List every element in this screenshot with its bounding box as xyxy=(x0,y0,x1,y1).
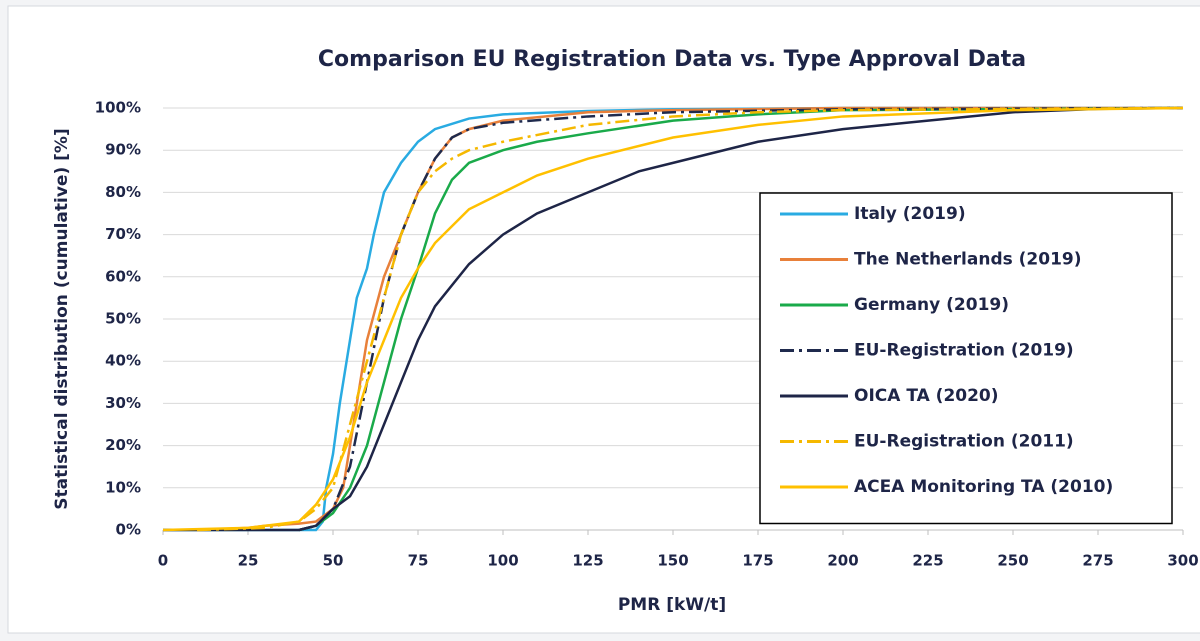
x-tick-label: 0 xyxy=(158,552,168,570)
legend-label: EU-Registration (2011) xyxy=(854,432,1074,452)
series-line xyxy=(298,106,1184,532)
legend-label: The Netherlands (2019) xyxy=(854,250,1082,270)
series-line xyxy=(163,106,1184,532)
y-tick-label: 100% xyxy=(95,99,141,117)
series-line xyxy=(196,106,1184,532)
legend-label: OICA TA (2020) xyxy=(854,386,999,406)
series-line xyxy=(196,106,1183,532)
y-tick-label: 30% xyxy=(105,394,141,412)
y-tick-label: 0% xyxy=(116,521,141,539)
x-tick-label: 125 xyxy=(572,552,603,570)
legend-box xyxy=(759,192,1173,525)
x-tick-label: 300 xyxy=(1167,552,1198,570)
legend-label: Germany (2019) xyxy=(854,295,1009,315)
y-tick-label: 40% xyxy=(105,352,141,370)
x-tick-label: 75 xyxy=(408,552,429,570)
y-tick-label: 90% xyxy=(105,141,141,159)
x-tick-label: 200 xyxy=(827,552,858,570)
series-line xyxy=(163,106,1183,532)
legend-label: ACEA Monitoring TA (2010) xyxy=(854,477,1113,497)
y-axis-label: Statistical distribution (cumulative) [%… xyxy=(52,128,72,509)
series-line xyxy=(162,106,1184,532)
legend-label: Italy (2019) xyxy=(854,204,966,224)
y-tick-label: 60% xyxy=(105,267,141,285)
x-tick-label: 150 xyxy=(657,552,688,570)
x-tick-label: 25 xyxy=(238,552,259,570)
series-line xyxy=(298,106,1184,532)
y-tick-label: 50% xyxy=(105,310,141,328)
y-tick-label: 80% xyxy=(105,183,141,201)
y-tick-label: 70% xyxy=(105,225,141,243)
x-axis-label: PMR [kW/t] xyxy=(618,595,726,615)
x-tick-label: 225 xyxy=(912,552,943,570)
chart-title: Comparison EU Registration Data vs. Type… xyxy=(318,47,1026,72)
y-tick-label: 20% xyxy=(105,436,141,454)
x-tick-label: 50 xyxy=(323,552,344,570)
x-tick-label: 275 xyxy=(1082,552,1113,570)
x-tick-label: 175 xyxy=(742,552,773,570)
legend-label: EU-Registration (2019) xyxy=(854,341,1074,361)
y-tick-label: 10% xyxy=(105,478,141,496)
x-tick-label: 100 xyxy=(487,552,518,570)
x-tick-label: 250 xyxy=(997,552,1028,570)
